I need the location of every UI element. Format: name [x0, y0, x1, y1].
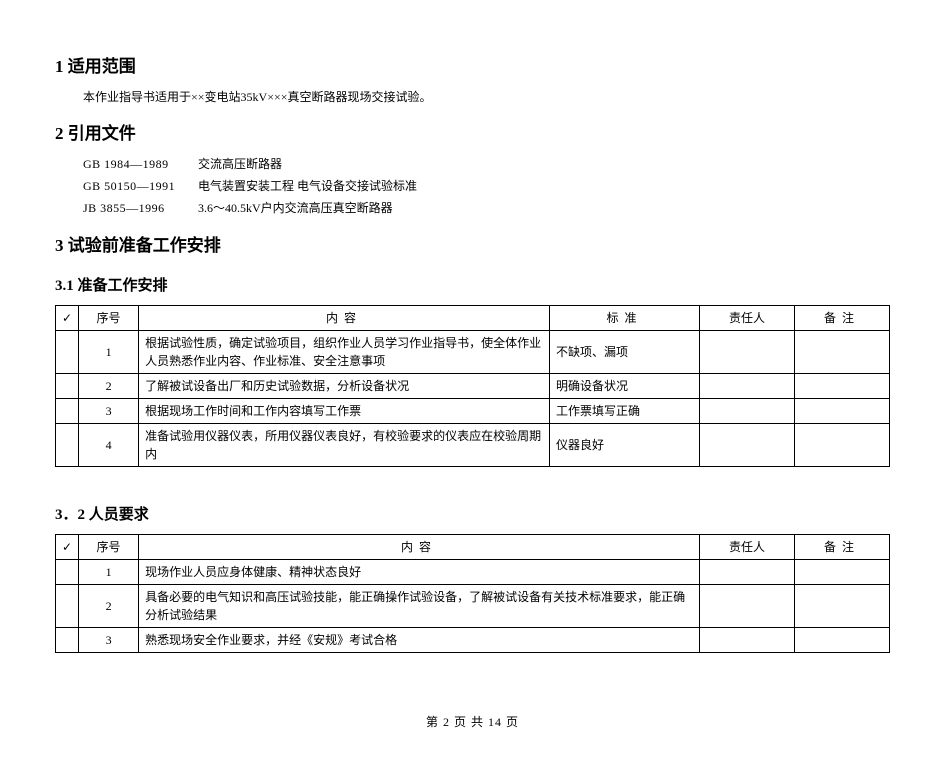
cell-note — [795, 585, 890, 628]
col-content-header: 内容 — [139, 535, 700, 560]
section3-2-heading: 3．2 人员要求 — [55, 503, 890, 524]
cell-note — [795, 424, 890, 467]
table-3-1: ✓ 序号 内容 标准 责任人 备注 1 根据试验性质，确定试验项目，组织作业人员… — [55, 305, 890, 467]
cell-resp — [700, 560, 795, 585]
reference-desc: 电气装置安装工程 电气设备交接试验标准 — [198, 176, 417, 198]
cell-note — [795, 399, 890, 424]
reference-line: GB 1984—1989 交流高压断路器 — [83, 154, 890, 176]
cell-check — [56, 424, 79, 467]
section3-heading: 3 试验前准备工作安排 — [55, 231, 890, 256]
cell-content: 熟悉现场安全作业要求，并经《安规》考试合格 — [139, 628, 700, 653]
reference-code: GB 50150—1991 — [83, 176, 198, 198]
cell-standard: 仪器良好 — [550, 424, 700, 467]
cell-note — [795, 628, 890, 653]
cell-check — [56, 585, 79, 628]
col-seq-header: 序号 — [79, 535, 139, 560]
table-row: 2 具备必要的电气知识和高压试验技能，能正确操作试验设备，了解被试设备有关技术标… — [56, 585, 890, 628]
reference-desc: 3.6～40.5kV户内交流高压真空断路器 — [198, 198, 393, 220]
cell-resp — [700, 331, 795, 374]
cell-seq: 3 — [79, 399, 139, 424]
cell-note — [795, 374, 890, 399]
cell-content: 了解被试设备出厂和历史试验数据，分析设备状况 — [139, 374, 550, 399]
cell-content: 根据试验性质，确定试验项目，组织作业人员学习作业指导书，使全体作业人员熟悉作业内… — [139, 331, 550, 374]
col-check-header: ✓ — [56, 535, 79, 560]
cell-content: 准备试验用仪器仪表，所用仪器仪表良好，有校验要求的仪表应在校验周期内 — [139, 424, 550, 467]
col-resp-header: 责任人 — [700, 535, 795, 560]
cell-standard: 明确设备状况 — [550, 374, 700, 399]
table-header-row: ✓ 序号 内容 标准 责任人 备注 — [56, 306, 890, 331]
col-resp-header: 责任人 — [700, 306, 795, 331]
section1-body: 本作业指导书适用于××变电站35kV×××真空断路器现场交接试验。 — [83, 87, 890, 107]
cell-check — [56, 374, 79, 399]
cell-seq: 1 — [79, 560, 139, 585]
cell-seq: 1 — [79, 331, 139, 374]
reference-desc: 交流高压断路器 — [198, 154, 282, 176]
table-3-2: ✓ 序号 内容 责任人 备注 1 现场作业人员应身体健康、精神状态良好 2 具备… — [55, 534, 890, 653]
col-check-header: ✓ — [56, 306, 79, 331]
table-row: 2 了解被试设备出厂和历史试验数据，分析设备状况 明确设备状况 — [56, 374, 890, 399]
cell-check — [56, 560, 79, 585]
table-row: 3 熟悉现场安全作业要求，并经《安规》考试合格 — [56, 628, 890, 653]
cell-content: 现场作业人员应身体健康、精神状态良好 — [139, 560, 700, 585]
reference-line: JB 3855—1996 3.6～40.5kV户内交流高压真空断路器 — [83, 198, 890, 220]
reference-line: GB 50150—1991 电气装置安装工程 电气设备交接试验标准 — [83, 176, 890, 198]
cell-check — [56, 628, 79, 653]
table-header-row: ✓ 序号 内容 责任人 备注 — [56, 535, 890, 560]
cell-note — [795, 331, 890, 374]
table-row: 1 现场作业人员应身体健康、精神状态良好 — [56, 560, 890, 585]
reference-code: JB 3855—1996 — [83, 198, 198, 220]
cell-note — [795, 560, 890, 585]
cell-seq: 3 — [79, 628, 139, 653]
cell-check — [56, 331, 79, 374]
col-note-header: 备注 — [795, 306, 890, 331]
cell-resp — [700, 399, 795, 424]
table-row: 4 准备试验用仪器仪表，所用仪器仪表良好，有校验要求的仪表应在校验周期内 仪器良… — [56, 424, 890, 467]
table-row: 3 根据现场工作时间和工作内容填写工作票 工作票填写正确 — [56, 399, 890, 424]
cell-standard: 工作票填写正确 — [550, 399, 700, 424]
references-block: GB 1984—1989 交流高压断路器 GB 50150—1991 电气装置安… — [83, 154, 890, 219]
page-footer: 第 2 页 共 14 页 — [55, 713, 890, 730]
cell-resp — [700, 628, 795, 653]
col-content-header: 内容 — [139, 306, 550, 331]
cell-resp — [700, 374, 795, 399]
cell-seq: 2 — [79, 374, 139, 399]
cell-check — [56, 399, 79, 424]
reference-code: GB 1984—1989 — [83, 154, 198, 176]
cell-standard: 不缺项、漏项 — [550, 331, 700, 374]
section3-1-heading: 3.1 准备工作安排 — [55, 274, 890, 295]
col-seq-header: 序号 — [79, 306, 139, 331]
cell-resp — [700, 585, 795, 628]
cell-resp — [700, 424, 795, 467]
cell-content: 根据现场工作时间和工作内容填写工作票 — [139, 399, 550, 424]
section2-heading: 2 引用文件 — [55, 119, 890, 144]
cell-seq: 2 — [79, 585, 139, 628]
col-note-header: 备注 — [795, 535, 890, 560]
table-row: 1 根据试验性质，确定试验项目，组织作业人员学习作业指导书，使全体作业人员熟悉作… — [56, 331, 890, 374]
cell-seq: 4 — [79, 424, 139, 467]
cell-content: 具备必要的电气知识和高压试验技能，能正确操作试验设备，了解被试设备有关技术标准要… — [139, 585, 700, 628]
col-standard-header: 标准 — [550, 306, 700, 331]
section1-heading: 1 适用范围 — [55, 52, 890, 77]
